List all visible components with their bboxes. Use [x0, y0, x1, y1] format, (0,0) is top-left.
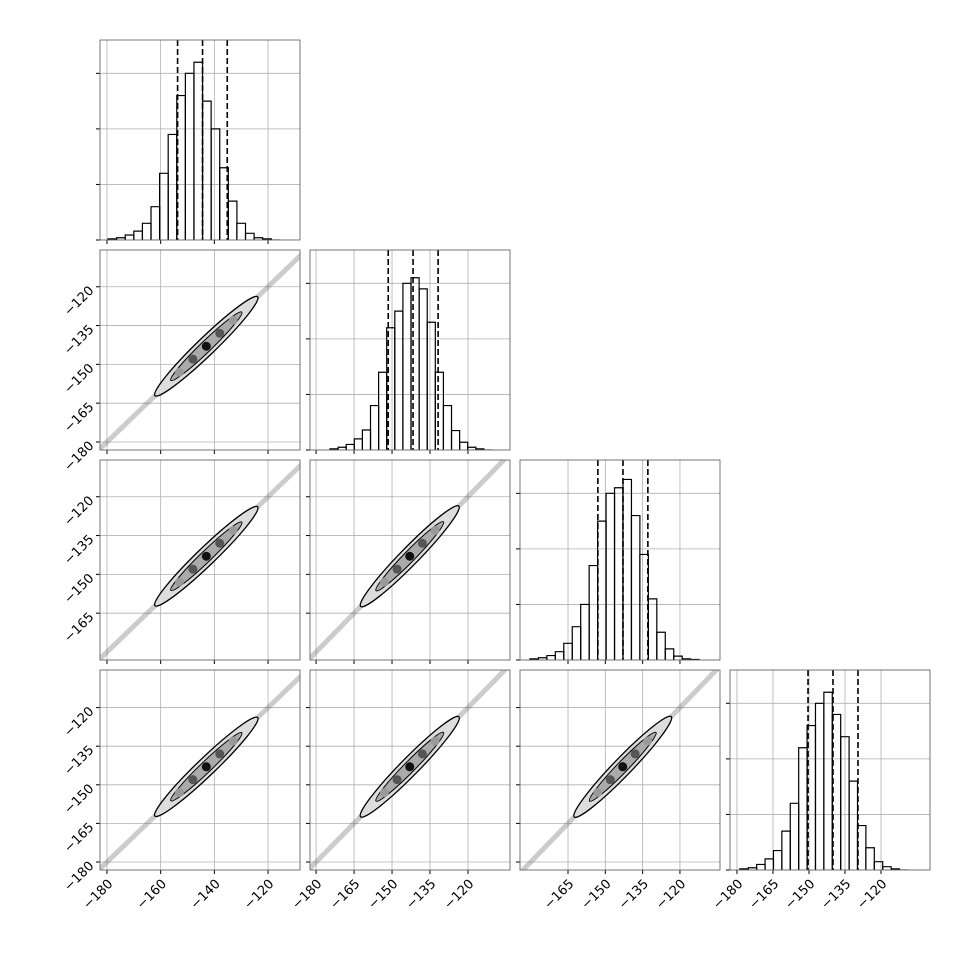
density-point — [188, 564, 198, 574]
density-point — [405, 762, 415, 772]
density-point — [201, 762, 211, 772]
density-point — [379, 577, 389, 587]
density-point — [417, 538, 427, 548]
density-point — [188, 775, 198, 785]
density-point — [174, 788, 184, 798]
histogram-bin — [236, 222, 247, 240]
panel-frame — [99, 459, 301, 661]
density-point — [201, 341, 211, 351]
panel-frame — [99, 669, 301, 871]
panel-frame — [99, 249, 301, 451]
panel — [100, 40, 300, 240]
histogram-bin — [647, 598, 658, 660]
histogram-bin — [656, 631, 666, 660]
density-point — [392, 775, 402, 785]
density-point — [392, 564, 402, 574]
panel — [100, 460, 300, 660]
panel — [310, 250, 510, 450]
panel-frame — [99, 39, 301, 241]
density-point — [228, 525, 238, 535]
density-point — [215, 328, 225, 338]
histogram-bin — [873, 861, 884, 870]
histogram-bin — [459, 441, 469, 450]
histogram-bin — [865, 847, 875, 870]
density-point — [643, 736, 653, 746]
density-point — [430, 736, 440, 746]
density-point — [379, 788, 389, 798]
density-point — [188, 354, 198, 364]
density-point — [174, 577, 184, 587]
density-point — [201, 551, 211, 561]
panel-frame — [519, 669, 721, 871]
density-point — [605, 775, 615, 785]
density-point — [174, 367, 184, 377]
density-point — [215, 749, 225, 759]
density-point — [593, 788, 603, 798]
panel-frame — [729, 669, 931, 871]
histogram-bin — [227, 200, 238, 240]
panel — [310, 670, 510, 870]
panel — [730, 670, 930, 870]
panel — [520, 670, 720, 870]
histogram-bin — [262, 238, 272, 240]
density-point — [618, 762, 628, 772]
histogram-bin — [442, 404, 453, 450]
panel-frame — [309, 249, 511, 451]
density-point — [228, 315, 238, 325]
density-point — [405, 551, 415, 561]
histogram-bin — [244, 232, 255, 240]
histogram-bin — [664, 648, 675, 660]
density-point — [215, 538, 225, 548]
panel-frame — [309, 669, 511, 871]
density-point — [430, 525, 440, 535]
density-point — [417, 749, 427, 759]
panel — [100, 250, 300, 450]
panel-frame — [519, 459, 721, 661]
panel — [100, 670, 300, 870]
panel-frame — [309, 459, 511, 661]
panel — [310, 460, 510, 660]
density-point — [228, 736, 238, 746]
histogram-bin — [673, 655, 683, 660]
histogram-bin — [475, 448, 485, 450]
histogram-bin — [450, 429, 461, 450]
panel — [520, 460, 720, 660]
density-point — [630, 749, 640, 759]
